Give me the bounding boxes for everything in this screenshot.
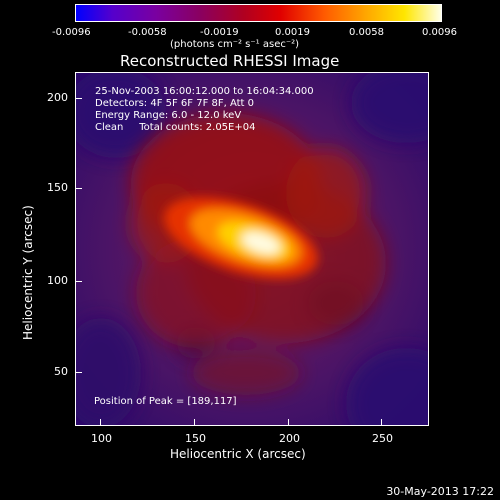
colorbar-tick: 0.0058 — [349, 27, 384, 38]
colorbar-tick: 0.0096 — [422, 27, 457, 38]
y-axis-label: Heliocentric Y (arcsec) — [21, 205, 35, 340]
image-title: Reconstructed RHESSI Image — [120, 52, 340, 70]
colorbar-tick: -0.0058 — [128, 27, 167, 38]
time-range-text: 25-Nov-2003 16:00:12.000 to 16:04:34.000 — [95, 86, 314, 97]
y-tick-mark — [76, 98, 82, 99]
colorbar — [75, 4, 442, 22]
x-tick-label: 100 — [91, 432, 112, 445]
y-tick-label: 100 — [47, 274, 68, 287]
y-tick-label: 150 — [47, 181, 68, 194]
x-tick-mark — [194, 419, 195, 425]
y-tick-mark — [76, 372, 82, 373]
clean-counts-text: Clean Total counts: 2.05E+04 — [95, 122, 256, 133]
x-axis-label: Heliocentric X (arcsec) — [170, 447, 306, 461]
x-tick-label: 250 — [372, 432, 393, 445]
y-tick-label: 50 — [54, 365, 68, 378]
x-tick-label: 150 — [185, 432, 206, 445]
colorbar-tick: 0.0019 — [275, 27, 310, 38]
x-tick-mark — [381, 419, 382, 425]
colorbar-tick: -0.0096 — [52, 27, 91, 38]
x-tick-mark — [100, 419, 101, 425]
y-tick-mark — [76, 188, 82, 189]
peak-position-text: Position of Peak = [189,117] — [94, 396, 237, 407]
energy-range-text: Energy Range: 6.0 - 12.0 keV — [95, 110, 242, 121]
colorbar-units: (photons cm⁻² s⁻¹ asec⁻²) — [170, 39, 300, 50]
colorbar-tick: -0.0019 — [200, 27, 239, 38]
detectors-text: Detectors: 4F 5F 6F 7F 8F, Att 0 — [95, 98, 255, 109]
image-plot — [75, 72, 429, 426]
date-stamp: 30-May-2013 17:22 — [386, 485, 494, 498]
x-tick-label: 200 — [279, 432, 300, 445]
x-tick-mark — [288, 419, 289, 425]
heatmap-image — [76, 73, 428, 425]
y-tick-label: 200 — [47, 91, 68, 104]
y-tick-mark — [76, 281, 82, 282]
